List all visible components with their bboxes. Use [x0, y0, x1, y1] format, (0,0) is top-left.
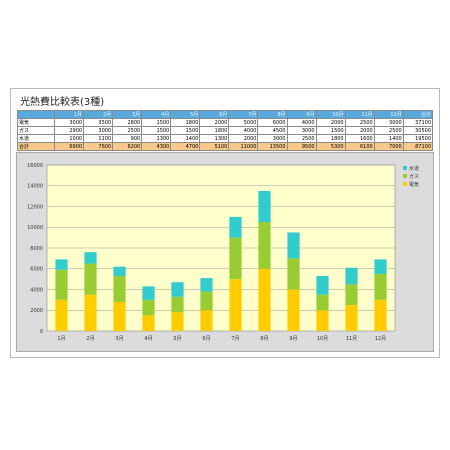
- bar-segment: [142, 286, 155, 300]
- x-tick-label: 7月: [231, 336, 239, 342]
- y-tick-label: 6000: [30, 267, 43, 273]
- bar-segment: [200, 278, 213, 292]
- x-tick-label: 9月: [289, 336, 297, 342]
- x-tick-label: 12月: [375, 336, 386, 342]
- bar-segment: [84, 294, 97, 331]
- y-tick-label: 16000: [27, 163, 43, 169]
- bar-segment: [345, 267, 358, 285]
- bar-segment: [374, 299, 387, 331]
- bar-segment: [55, 259, 68, 270]
- y-tick-label: 2000: [30, 308, 43, 314]
- bar-segment: [55, 299, 68, 331]
- bar-segment: [229, 237, 242, 280]
- y-tick-label: 8000: [30, 246, 43, 252]
- bar-segment: [113, 301, 126, 331]
- x-tick-label: 3月: [115, 336, 123, 342]
- bar-segment: [229, 216, 242, 238]
- table-row: 水道 1000 1100 900 1300 1400 1300 2000 300…: [17, 134, 434, 143]
- bar-segment: [345, 284, 358, 306]
- bar-segment: [171, 312, 184, 331]
- x-tick-label: 10月: [317, 336, 328, 342]
- y-tick-label: 10000: [27, 225, 43, 231]
- x-tick-label: 2月: [86, 336, 94, 342]
- bar-segment: [84, 252, 97, 264]
- bar-segment: [200, 310, 213, 331]
- page-title: 光熱費比較表(3種): [20, 97, 105, 108]
- y-tick-label: 4000: [30, 287, 43, 293]
- x-tick-label: 5月: [173, 336, 181, 342]
- legend-label: ガス: [409, 173, 419, 180]
- legend-label: 水道: [409, 165, 419, 172]
- y-tick-label: 14000: [27, 184, 43, 190]
- bar-segment: [316, 294, 329, 311]
- bar-segment: [171, 282, 184, 297]
- summary-table: 1月 2月 3月 4月 5月 6月 7月 8月 9月 10月 11月 12月 合…: [17, 110, 434, 151]
- table-cell: 87100: [402, 142, 434, 151]
- bar-segment: [229, 279, 242, 331]
- x-tick-label: 4月: [144, 336, 152, 342]
- bar-segment: [258, 268, 271, 331]
- bar-segment: [258, 190, 271, 223]
- bar-segment: [142, 315, 155, 331]
- x-tick-label: 6月: [202, 336, 210, 342]
- bar-segment: [142, 299, 155, 316]
- table-total-row: 合計 6900 7600 6200 4300 4700 5100 11000 1…: [17, 142, 434, 151]
- bar-segment: [113, 266, 126, 277]
- bar-segment: [171, 296, 184, 313]
- bar-segment: [200, 291, 213, 311]
- legend-label: 電気: [409, 181, 419, 188]
- x-tick-label: 8月: [260, 336, 268, 342]
- bar-segment: [316, 276, 329, 295]
- bar-segment: [287, 232, 300, 259]
- bar-segment: [113, 276, 126, 302]
- legend-swatch: [403, 182, 407, 186]
- legend-swatch: [403, 166, 407, 170]
- bar-segment: [55, 269, 68, 300]
- bar-segment: [287, 258, 300, 290]
- legend-swatch: [403, 174, 407, 178]
- table-row: ガス 2900 3000 2500 1500 1500 1800 4000 45…: [17, 126, 434, 135]
- bar-segment: [316, 310, 329, 331]
- bar-segment: [374, 259, 387, 274]
- bar-segment: [374, 273, 387, 300]
- y-tick-label: 0: [40, 329, 43, 335]
- bar-segment: [258, 222, 271, 269]
- bar-segment: [84, 263, 97, 295]
- x-tick-label: 1月: [57, 336, 65, 342]
- x-tick-label: 11月: [346, 336, 357, 342]
- bar-segment: [287, 289, 300, 331]
- bar-segment: [345, 305, 358, 331]
- y-tick-label: 12000: [27, 204, 43, 210]
